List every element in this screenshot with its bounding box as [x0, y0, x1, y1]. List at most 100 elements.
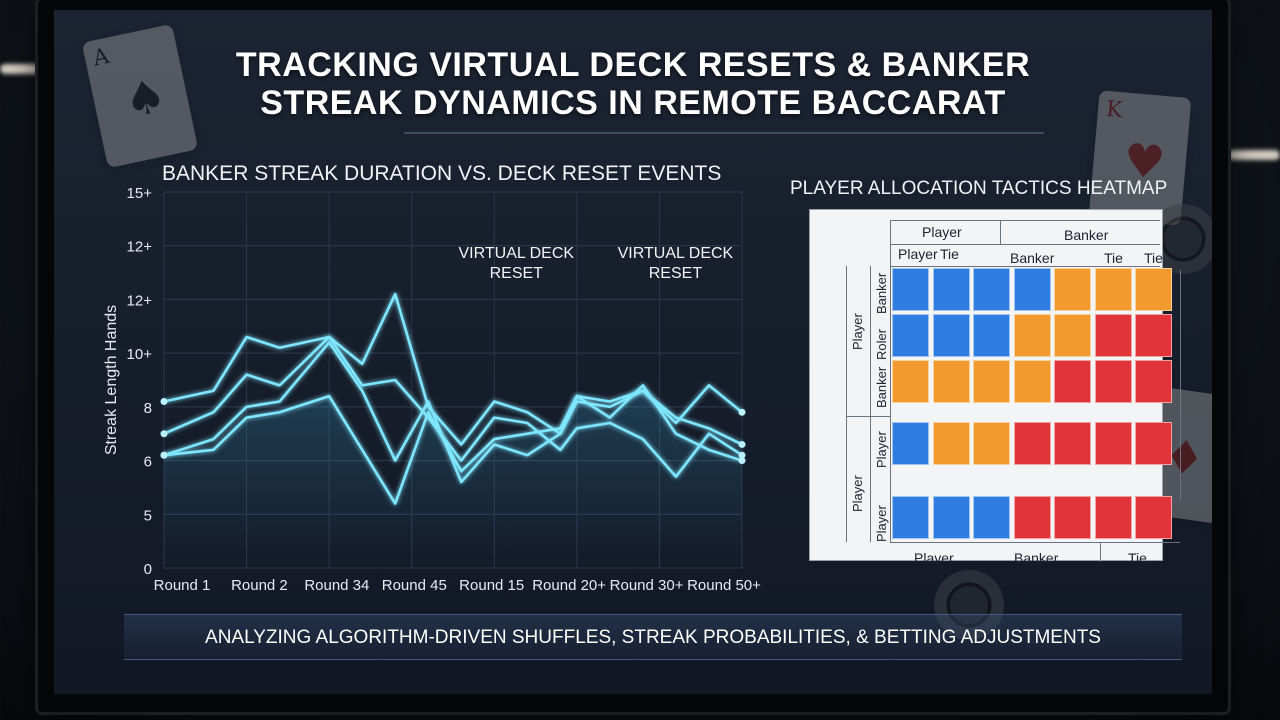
- heatmap-border: [890, 220, 891, 542]
- heatmap-column-label: Tie: [1104, 250, 1123, 266]
- heatmap-row-label: Banker: [874, 366, 889, 408]
- heatmap-border: [846, 416, 890, 417]
- footer-banner: ANALYZING ALGORITHM-DRIVEN SHUFFLES, STR…: [124, 614, 1182, 660]
- heatmap-cell: [1013, 422, 1051, 465]
- series-start-point: [160, 430, 168, 438]
- heatmap-border: [890, 220, 1160, 221]
- heatmap-cell: [1094, 496, 1132, 539]
- heatmap-cell: [932, 314, 970, 357]
- heatmap-bottom-label: Player: [914, 550, 954, 566]
- heatmap-cell: [1135, 422, 1172, 465]
- series-end-point: [738, 408, 746, 416]
- heatmap-cell: [1054, 422, 1091, 465]
- heatmap-cell: [1013, 496, 1051, 539]
- x-tick-label: Round 30+: [610, 577, 684, 594]
- ceiling-light-far-right: [1228, 150, 1280, 160]
- x-tick-label: Round 34: [304, 577, 369, 594]
- x-tick-label: Round 20+: [532, 577, 606, 594]
- heatmap-cell: [1013, 360, 1051, 403]
- x-tick-label: Round 15: [459, 577, 524, 594]
- deck-reset-annotation: VIRTUAL DECK RESET: [458, 245, 574, 282]
- x-tick-label: Round 2: [231, 577, 288, 594]
- series-line: [163, 335, 743, 478]
- heatmap-cell: [1135, 496, 1172, 539]
- heatmap-cell: [1135, 360, 1172, 403]
- heatmap: Player Banker Player Tie Banker Tie Tie Player B…: [810, 210, 1201, 566]
- heatmap-group-label: Player: [922, 224, 962, 240]
- heatmap-cell: [1054, 314, 1091, 357]
- heatmap-cell: [1135, 314, 1172, 357]
- heatmap-border: [1000, 220, 1001, 244]
- heatmap-cell: [892, 360, 929, 403]
- ceiling-light-left: [0, 64, 40, 74]
- heatmap-row-group-label: Player: [850, 475, 865, 512]
- series-end-point: [738, 457, 746, 465]
- y-tick-label: 15+: [127, 185, 153, 202]
- heatmap-right-label: Tie: [1186, 322, 1201, 340]
- heatmap-column-label: Tie: [1144, 250, 1163, 266]
- heatmap-border: [890, 244, 1160, 245]
- y-tick-label: 10+: [127, 346, 153, 363]
- heatmap-cell: [1094, 268, 1132, 311]
- heatmap-column-label: Tie: [940, 246, 959, 262]
- heatmap-bottom-label: Tie: [1128, 550, 1147, 566]
- heatmap-cell: [932, 268, 970, 311]
- heatmap-column-label: Player: [898, 246, 938, 262]
- heatmap-cell: [892, 314, 929, 357]
- heatmap-row-label: Player: [874, 505, 889, 542]
- heatmap-cell: [1054, 268, 1091, 311]
- x-tick-label: Round 50+: [687, 577, 761, 594]
- heatmap-cell: [1054, 360, 1091, 403]
- heatmap-cell: [973, 360, 1010, 403]
- y-tick-label: 5: [144, 507, 152, 524]
- heatmap-bottom-label: Banker: [1014, 550, 1059, 566]
- heatmap-cell: [1054, 496, 1091, 539]
- heatmap-group-label: Banker: [1064, 227, 1109, 243]
- series-start-point: [160, 397, 168, 405]
- series-start-point: [160, 451, 168, 459]
- line-chart: 0 5 6 8 10+ 12+ 12+ 15+ Round 1 Round 2 Round 34 Ro…: [103, 185, 761, 594]
- y-tick-label: 12+: [127, 239, 153, 256]
- heatmap-cell: [1135, 268, 1172, 311]
- heatmap-border: [870, 266, 871, 542]
- heatmap-cell: [973, 314, 1010, 357]
- heatmap-border: [1100, 542, 1101, 562]
- heatmap-row-label: Banker: [874, 272, 889, 314]
- heatmap-row-label: Roler: [874, 328, 889, 360]
- heatmap-cell: [932, 360, 970, 403]
- series-line: [163, 384, 743, 505]
- line-chart-title: BANKER STREAK DURATION vs. DECK RESET EV…: [162, 162, 722, 185]
- heatmap-border: [890, 266, 1160, 267]
- series-end-point: [738, 440, 746, 448]
- heatmap-border: [890, 542, 1180, 543]
- heatmap-row-label: Player: [874, 431, 889, 468]
- y-axis-label: Streak Length Hands: [103, 305, 120, 455]
- heatmap-cell: [973, 496, 1010, 539]
- heatmap-column-label: Banker: [1010, 250, 1055, 266]
- heatmap-cell: [892, 422, 929, 465]
- heatmap-cell: [1013, 314, 1051, 357]
- y-tick-label: 0: [144, 561, 152, 578]
- heatmap-border: [1180, 270, 1181, 500]
- area-fill: [164, 385, 742, 568]
- title-divider: [404, 132, 1044, 134]
- deck-reset-annotation: VIRTUAL DECK RESET: [618, 245, 734, 282]
- heatmap-border: [846, 266, 847, 542]
- heatmap-cell: [1094, 360, 1132, 403]
- casino-chip: [934, 570, 1004, 640]
- heatmap-row-group-label: Player: [850, 313, 865, 350]
- heatmap-cell: [1094, 314, 1132, 357]
- heatmap-title: PLAYER ALLOCATION TACTICS HEATMAP: [790, 178, 1168, 199]
- x-tick-label: Round 1: [154, 577, 211, 594]
- heatmap-cell: [973, 422, 1010, 465]
- heatmap-cell: [1094, 422, 1132, 465]
- heatmap-cell: [932, 422, 970, 465]
- heatmap-cell: [892, 268, 929, 311]
- page-title: TRACKING VIRTUAL DECK RESETS & BANKER ST…: [235, 46, 1031, 122]
- x-tick-label: Round 45: [382, 577, 447, 594]
- heatmap-cell: [892, 496, 929, 539]
- series-end-point: [738, 451, 746, 459]
- y-tick-label: 6: [144, 454, 152, 471]
- heatmap-cell: [1013, 268, 1051, 311]
- heatmap-cell: [932, 496, 970, 539]
